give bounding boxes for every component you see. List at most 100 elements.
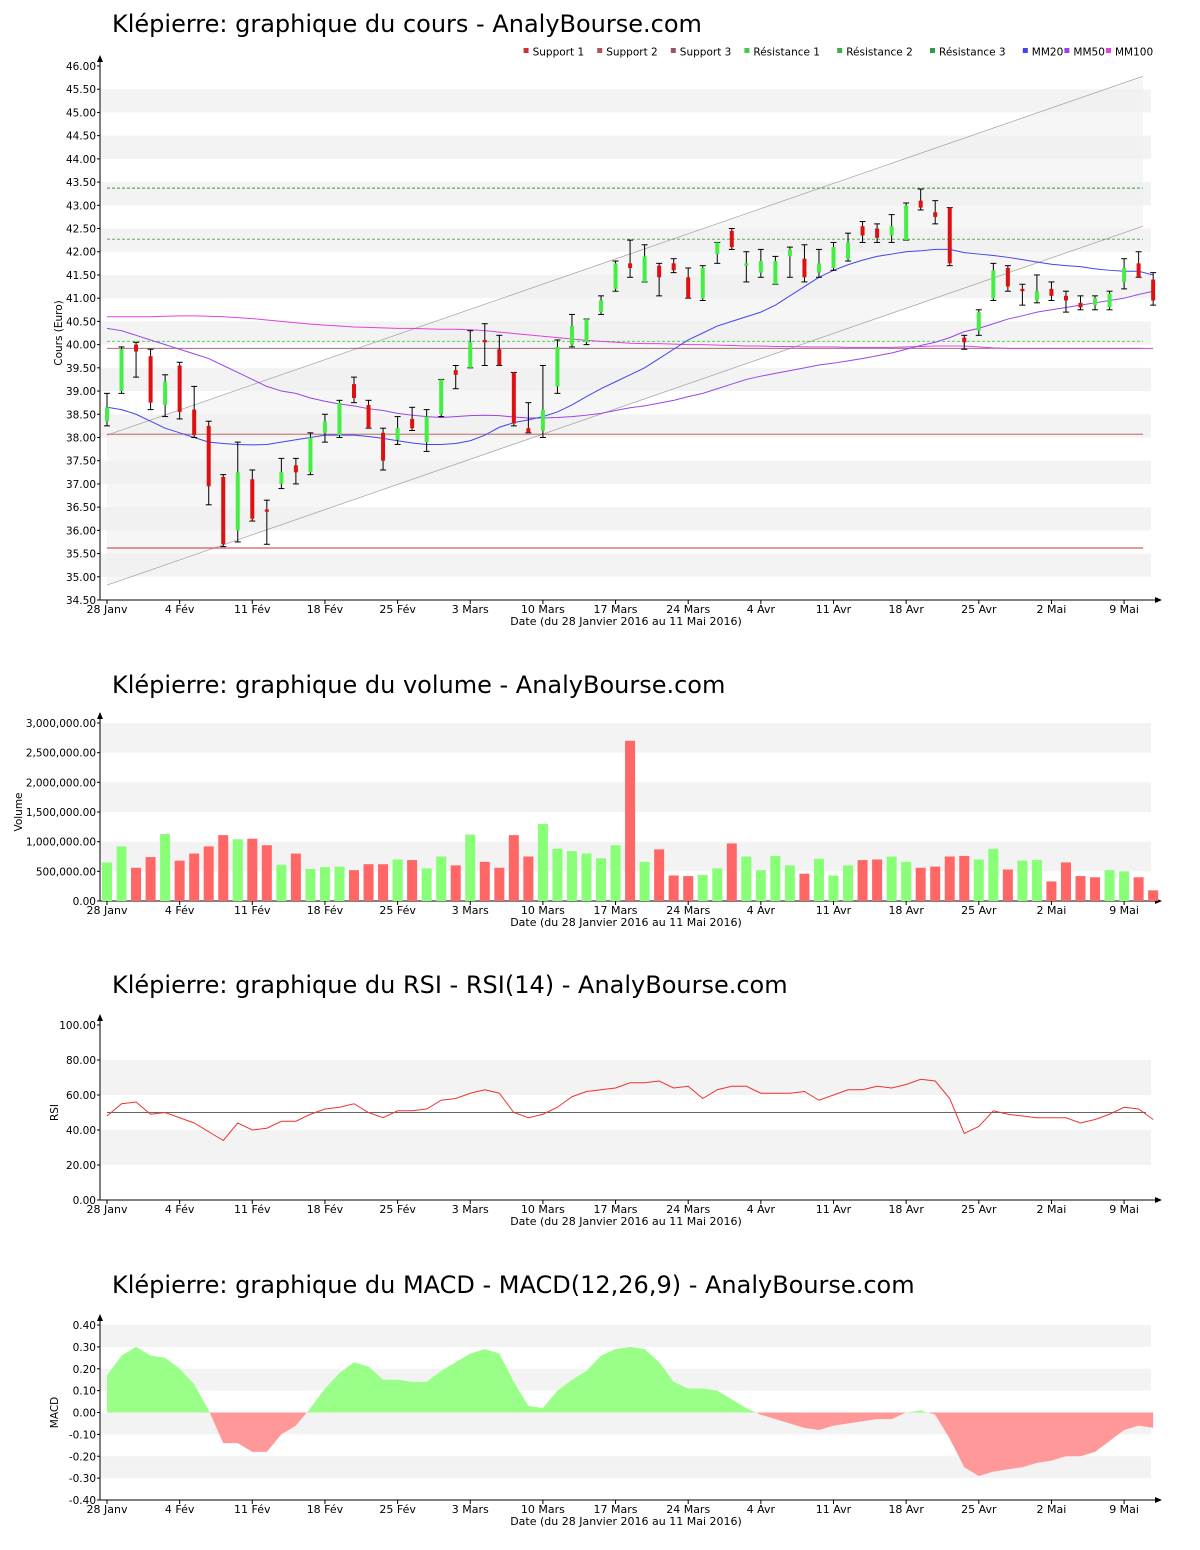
- price-candle-body: [439, 379, 444, 415]
- rsi-x-tick-label: 28 Janv: [87, 1203, 128, 1216]
- rsi-x-tick-label: 17 Mars: [594, 1203, 638, 1216]
- volume-y-tick-label: 2,500,000.00: [26, 748, 96, 760]
- price-candle-body: [671, 263, 676, 271]
- volume-bar: [843, 865, 854, 901]
- macd-y-tick-label: -0.30: [69, 1473, 96, 1485]
- volume-bar: [116, 846, 127, 901]
- rsi-x-tick-label: 4 Fév: [165, 1203, 195, 1216]
- price-candle-body: [177, 365, 182, 412]
- price-y-tick-label: 37.50: [66, 456, 96, 468]
- volume-bar: [930, 866, 941, 901]
- price-candle-body: [337, 402, 342, 436]
- volume-bar: [1148, 890, 1159, 901]
- rsi-x-axis-arrow: [1155, 1197, 1162, 1203]
- price-candle-body: [773, 261, 778, 285]
- rsi-y-axis-label: RSI: [49, 1104, 61, 1121]
- volume-bar: [1002, 869, 1013, 901]
- price-x-tick-label: 9 Mai: [1109, 603, 1139, 616]
- volume-bar: [276, 864, 287, 901]
- price-channel-upper-line: [106, 75, 1144, 436]
- macd-y-tick-label: 0.00: [73, 1408, 96, 1420]
- rsi-x-tick-label: 24 Mars: [666, 1203, 710, 1216]
- price-legend-swatch: [930, 48, 935, 53]
- price-candle-body: [366, 404, 371, 429]
- price-y-tick-label: 39.50: [66, 363, 96, 375]
- price-x-tick-label: 25 Fév: [379, 603, 416, 616]
- price-candle-body: [453, 370, 458, 375]
- rsi-x-tick-label: 2 Mai: [1037, 1203, 1067, 1216]
- price-candle-body: [424, 416, 429, 443]
- rsi-x-tick-label: 25 Fév: [379, 1203, 416, 1216]
- price-candle-body: [889, 226, 894, 236]
- volume-bar: [1017, 860, 1028, 901]
- volume-bar: [392, 859, 403, 901]
- macd-y-tick-label: 0.30: [73, 1342, 96, 1354]
- rsi-y-tick-label: 0.00: [73, 1195, 96, 1207]
- macd-negative-area: [927, 1412, 1154, 1476]
- price-candle-body: [686, 277, 691, 299]
- price-candle-body: [555, 346, 560, 387]
- volume-y-axis-arrow: [97, 712, 103, 719]
- price-grid-band: [100, 89, 1151, 113]
- macd-x-tick-label: 11 Avr: [816, 1503, 852, 1516]
- volume-bar: [741, 856, 752, 901]
- volume-bar: [145, 857, 156, 901]
- price-candle-body: [250, 479, 255, 519]
- volume-bar: [232, 839, 243, 901]
- volume-bar: [625, 740, 636, 901]
- price-x-tick-label: 17 Mars: [594, 603, 638, 616]
- rsi-y-tick-label: 40.00: [66, 1125, 96, 1137]
- price-candle-body: [1063, 295, 1068, 301]
- rsi-line: [106, 1078, 1154, 1142]
- macd-y-tick-label: -0.20: [69, 1451, 96, 1463]
- volume-bar: [203, 846, 214, 901]
- price-candle-body: [802, 258, 807, 278]
- price-candle-body: [381, 432, 386, 461]
- volume-bar: [189, 853, 200, 901]
- price-candle-body: [468, 342, 473, 368]
- macd-x-tick-label: 9 Mai: [1109, 1503, 1139, 1516]
- volume-x-tick-label: 10 Mars: [521, 904, 565, 917]
- volume-x-tick-label: 18 Avr: [888, 904, 924, 917]
- volume-bar: [261, 845, 272, 901]
- price-candle-body: [1020, 288, 1025, 292]
- price-candle-body: [192, 409, 197, 436]
- price-candle-body: [904, 205, 909, 241]
- price-candle-body: [846, 242, 851, 259]
- macd-y-tick-label: -0.40: [69, 1495, 96, 1507]
- volume-y-tick-label: 1,500,000.00: [26, 807, 96, 819]
- volume-bar: [683, 876, 694, 901]
- price-y-tick-label: 46.00: [66, 61, 96, 73]
- volume-chart-title: Klépierre: graphique du volume - AnalyBo…: [112, 671, 726, 699]
- price-y-tick-label: 35.00: [66, 572, 96, 584]
- rsi-y-axis-arrow: [97, 1014, 103, 1021]
- volume-bar: [1075, 876, 1086, 901]
- price-candle-body: [1093, 298, 1098, 306]
- price-candle-body: [787, 249, 792, 257]
- volume-bar: [915, 867, 926, 901]
- macd-x-tick-label: 25 Fév: [379, 1503, 416, 1516]
- price-candle-body: [308, 437, 313, 473]
- price-candle-body: [991, 270, 996, 299]
- volume-bar: [944, 856, 955, 901]
- rsi-x-tick-label: 18 Fév: [307, 1203, 344, 1216]
- price-x-tick-label: 18 Avr: [888, 603, 924, 616]
- volume-bar: [1133, 877, 1144, 901]
- price-candle-body: [410, 418, 415, 429]
- volume-x-tick-label: 25 Avr: [961, 904, 997, 917]
- macd-grid-band: [100, 1456, 1151, 1479]
- macd-x-tick-label: 28 Janv: [87, 1503, 128, 1516]
- price-candle-body: [221, 476, 226, 545]
- volume-bar: [566, 851, 577, 901]
- volume-bar: [305, 868, 316, 901]
- volume-bar: [508, 835, 519, 901]
- rsi-x-tick-label: 11 Avr: [816, 1203, 852, 1216]
- price-y-axis-label: Cours (Euro): [53, 300, 65, 366]
- price-legend-swatch: [670, 48, 676, 53]
- volume-bar: [784, 865, 795, 901]
- price-y-tick-label: 43.50: [66, 177, 96, 189]
- price-legend-swatch: [1106, 48, 1111, 53]
- rsi-x-tick-label: 18 Avr: [888, 1203, 924, 1216]
- volume-x-tick-label: 11 Fév: [234, 904, 271, 917]
- volume-bar: [218, 835, 229, 901]
